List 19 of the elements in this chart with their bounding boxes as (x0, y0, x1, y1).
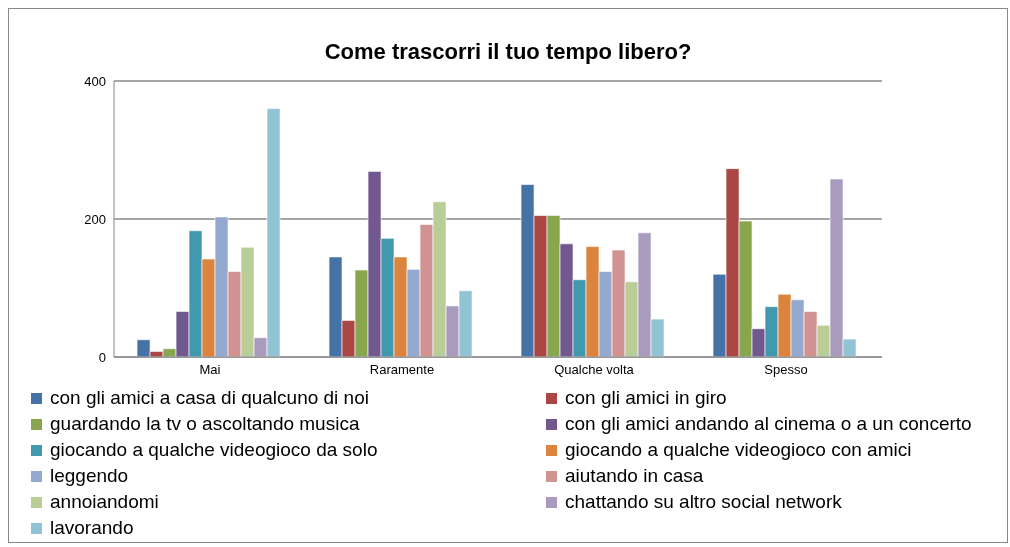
legend-label: aiutando in casa (565, 465, 704, 487)
legend-label: con gli amici a casa di qualcuno di noi (50, 387, 369, 409)
legend-label: lavorando (50, 517, 134, 539)
legend-label: con gli amici andando al cinema o a un concerto (565, 413, 972, 435)
chart-title: Come trascorri il tuo tempo libero? (323, 39, 693, 66)
legend-label: leggendo (50, 465, 129, 487)
legend-label: annoiandomi (50, 491, 159, 513)
legend-label: guardando la tv o ascoltando musica (50, 413, 360, 435)
x-tick-label: Qualche volta (554, 362, 635, 378)
y-tick-label: 200 (84, 211, 106, 227)
x-tick-label: Spesso (764, 362, 808, 378)
legend-label: chattando su altro social network (565, 491, 842, 513)
legend-label: giocando a qualche videogioco con amici (565, 439, 912, 461)
y-tick-label: 400 (84, 73, 106, 89)
legend-label: giocando a qualche videogioco da solo (50, 439, 378, 461)
legend-label: con gli amici in giro (565, 387, 727, 409)
x-tick-label: Raramente (369, 362, 435, 378)
x-tick-label: Mai (199, 362, 221, 378)
y-tick-label: 0 (98, 349, 106, 365)
